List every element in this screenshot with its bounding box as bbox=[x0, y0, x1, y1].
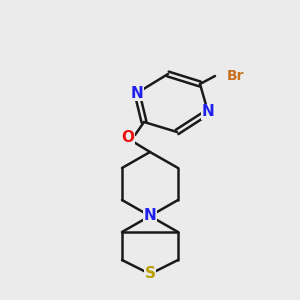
Text: N: N bbox=[202, 104, 214, 119]
Text: O: O bbox=[122, 130, 134, 145]
Text: N: N bbox=[144, 208, 156, 224]
Text: Br: Br bbox=[227, 69, 244, 83]
Text: S: S bbox=[145, 266, 155, 281]
Text: N: N bbox=[130, 85, 143, 100]
